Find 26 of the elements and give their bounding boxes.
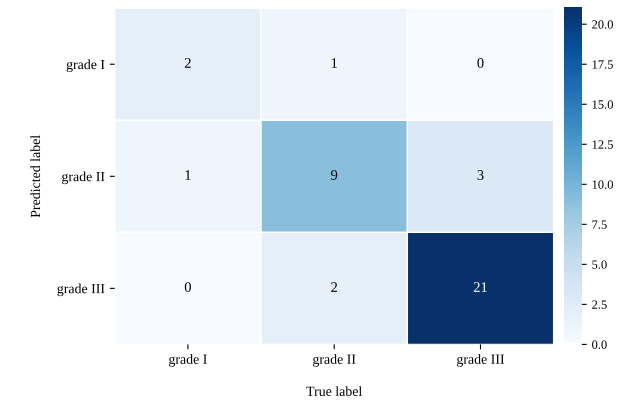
data-label: 2 — [331, 282, 338, 292]
color-bar-label: 12.5 — [592, 140, 613, 149]
color-bar-label: 5.0 — [592, 260, 607, 269]
color-bar-label: 10.0 — [592, 180, 613, 189]
color-bar-label: 0.0 — [592, 340, 607, 349]
data-label: 2 — [184, 58, 191, 68]
color-bar-label: 20.0 — [592, 20, 613, 29]
data-label: 0 — [477, 58, 484, 68]
x-tick-label: grade III — [456, 354, 504, 367]
data-label: 9 — [331, 170, 338, 180]
x-tick-label: grade II — [313, 354, 356, 367]
y-axis-title: Predicted label — [30, 135, 40, 218]
color-bar-label: 2.5 — [592, 300, 607, 309]
x-tick-label: grade I — [169, 354, 207, 367]
y-tick-label: grade III — [57, 284, 105, 296]
data-label: 21 — [474, 282, 487, 292]
color-bar-label: 17.5 — [592, 60, 613, 69]
data-label: 1 — [332, 58, 337, 68]
data-label: 3 — [478, 170, 484, 180]
color-bar-label: 15.0 — [592, 100, 613, 109]
data-label: 1 — [186, 170, 191, 180]
y-tick-label: grade I — [66, 59, 105, 72]
color-bar-label: 7.5 — [592, 220, 607, 229]
x-axis-title: True label — [306, 386, 362, 396]
y-tick-label: grade II — [62, 171, 105, 184]
data-label: 0 — [184, 282, 191, 292]
